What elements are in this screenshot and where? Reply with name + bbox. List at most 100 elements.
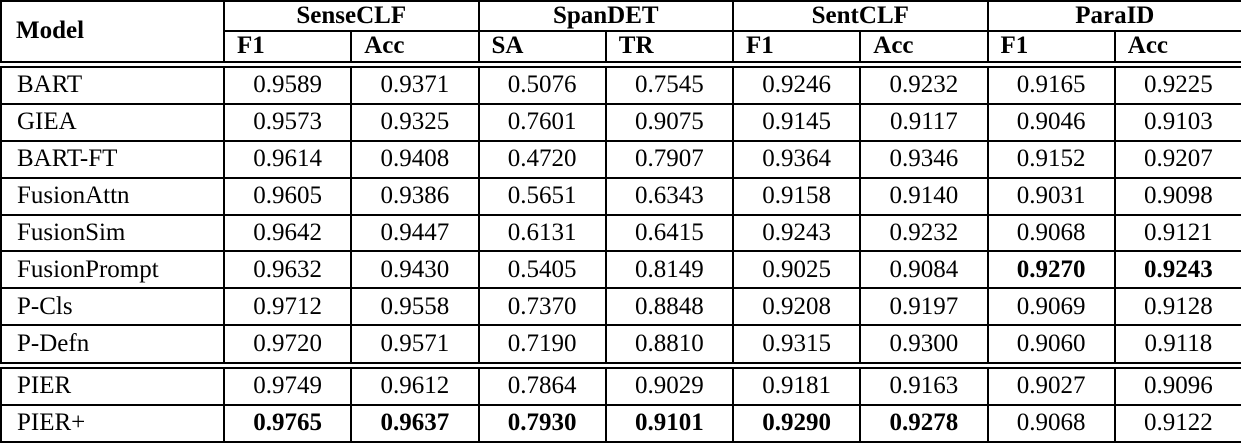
- col-group-senseclf: SenseCLF: [223, 0, 480, 33]
- metric-value: 0.9084: [859, 250, 989, 290]
- model-name: BART-FT: [0, 139, 225, 179]
- metric-value: 0.6343: [604, 176, 735, 216]
- metric-value: 0.9232: [859, 213, 989, 253]
- metric-value: 0.9075: [604, 102, 735, 142]
- table-row: FusionPrompt 0.9632 0.9430 0.5405 0.8149 0.90…: [0, 250, 1241, 290]
- col-header-paraid-acc: Acc: [1113, 30, 1241, 68]
- metric-value: 0.7864: [477, 364, 607, 407]
- metric-value: 0.7190: [477, 324, 607, 369]
- metric-value: 0.9103: [1113, 102, 1241, 142]
- metric-value: 0.7601: [477, 102, 607, 142]
- metric-value: 0.5651: [477, 176, 607, 216]
- metric-value: 0.9632: [222, 250, 353, 290]
- metric-value: 0.5405: [477, 250, 607, 290]
- table-header: Model SenseCLF SpanDET SentCLF ParaID F1…: [0, 0, 1241, 68]
- metric-value: 0.6415: [604, 213, 735, 253]
- table-row: BART 0.9589 0.9371 0.5076 0.7545 0.9246 0.9232…: [0, 63, 1241, 105]
- metric-value: 0.7545: [604, 63, 735, 105]
- col-header-senseclf-acc: Acc: [350, 30, 480, 68]
- metric-value: 0.9573: [222, 102, 353, 142]
- model-name: FusionSim: [0, 213, 225, 253]
- metric-value: 0.9122: [1113, 404, 1241, 443]
- metric-value: 0.9181: [732, 364, 862, 407]
- metric-value: 0.9765: [222, 404, 353, 443]
- col-header-model: Model: [0, 0, 225, 68]
- metric-value: 0.9364: [732, 139, 862, 179]
- metric-value: 0.9031: [986, 176, 1116, 216]
- model-name: PIER+: [0, 404, 225, 443]
- metric-value: 0.9208: [732, 287, 862, 327]
- metric-value: 0.9197: [859, 287, 989, 327]
- header-group-row: Model SenseCLF SpanDET SentCLF ParaID: [0, 0, 1241, 68]
- metric-value: 0.9029: [604, 364, 735, 407]
- metric-value: 0.9447: [350, 213, 480, 253]
- metric-value: 0.9605: [222, 176, 353, 216]
- col-header-sentclf-acc: Acc: [859, 30, 989, 68]
- metric-value: 0.9158: [732, 176, 862, 216]
- model-name: BART: [0, 63, 225, 105]
- metric-value: 0.8149: [604, 250, 735, 290]
- metric-value: 0.7370: [477, 287, 607, 327]
- metric-value: 0.7907: [604, 139, 735, 179]
- metric-value: 0.9069: [986, 287, 1116, 327]
- metric-value: 0.9315: [732, 324, 862, 369]
- metric-value: 0.9612: [350, 364, 480, 407]
- metric-value: 0.9025: [732, 250, 862, 290]
- col-header-sentclf-f1: F1: [732, 30, 862, 68]
- metric-value: 0.9571: [350, 324, 480, 369]
- metric-value: 0.4720: [477, 139, 607, 179]
- metric-value: 0.9243: [732, 213, 862, 253]
- metric-value: 0.9098: [1113, 176, 1241, 216]
- metric-value: 0.9290: [732, 404, 862, 443]
- metric-value: 0.9386: [350, 176, 480, 216]
- metric-value: 0.9068: [986, 404, 1116, 443]
- metric-value: 0.9060: [986, 324, 1116, 369]
- metric-value: 0.9346: [859, 139, 989, 179]
- metric-value: 0.9614: [222, 139, 353, 179]
- metric-value: 0.9558: [350, 287, 480, 327]
- metric-value: 0.9225: [1113, 63, 1241, 105]
- col-header-senseclf-f1: F1: [222, 30, 353, 68]
- table-body: BART 0.9589 0.9371 0.5076 0.7545 0.9246 0.9232…: [0, 63, 1241, 443]
- metric-value: 0.9243: [1113, 250, 1241, 290]
- metric-value: 0.8848: [604, 287, 735, 327]
- metric-value: 0.9165: [986, 63, 1116, 105]
- col-header-spandet-sa: SA: [477, 30, 607, 68]
- table-row: P-Cls 0.9712 0.9558 0.7370 0.8848 0.9208 0.919…: [0, 287, 1241, 327]
- model-name: P-Defn: [0, 324, 225, 369]
- col-group-paraid: ParaID: [986, 0, 1241, 33]
- metric-value: 0.9270: [986, 250, 1116, 290]
- table-row: BART-FT 0.9614 0.9408 0.4720 0.7907 0.9364 0.9…: [0, 139, 1241, 179]
- metric-value: 0.9145: [732, 102, 862, 142]
- metric-value: 0.9712: [222, 287, 353, 327]
- metric-value: 0.7930: [477, 404, 607, 443]
- metric-value: 0.9152: [986, 139, 1116, 179]
- table-row: FusionSim 0.9642 0.9447 0.6131 0.6415 0.9243 0…: [0, 213, 1241, 253]
- metric-value: 0.9278: [859, 404, 989, 443]
- table-row: P-Defn 0.9720 0.9571 0.7190 0.8810 0.9315 0.93…: [0, 324, 1241, 369]
- metric-value: 0.9246: [732, 63, 862, 105]
- model-name: PIER: [0, 364, 225, 407]
- metric-value: 0.9325: [350, 102, 480, 142]
- metric-value: 0.9642: [222, 213, 353, 253]
- table-row: GIEA 0.9573 0.9325 0.7601 0.9075 0.9145 0.9117…: [0, 102, 1241, 142]
- metric-value: 0.9232: [859, 63, 989, 105]
- col-group-spandet: SpanDET: [477, 0, 735, 33]
- model-name: FusionPrompt: [0, 250, 225, 290]
- metric-value: 0.9163: [859, 364, 989, 407]
- metric-value: 0.9207: [1113, 139, 1241, 179]
- metric-value: 0.9637: [350, 404, 480, 443]
- metric-value: 0.9430: [350, 250, 480, 290]
- table-row: FusionAttn 0.9605 0.9386 0.5651 0.6343 0.9158…: [0, 176, 1241, 216]
- metric-value: 0.9117: [859, 102, 989, 142]
- metric-value: 0.9046: [986, 102, 1116, 142]
- metric-value: 0.9371: [350, 63, 480, 105]
- table-row: PIER 0.9749 0.9612 0.7864 0.9029 0.9181 0.9163…: [0, 364, 1241, 407]
- col-header-spandet-tr: TR: [604, 30, 735, 68]
- header-sub-row: F1 Acc SA TR F1 Acc F1 Acc: [1, 30, 1241, 68]
- metric-value: 0.9589: [222, 63, 353, 105]
- metric-value: 0.9096: [1113, 364, 1241, 407]
- metric-value: 0.9720: [222, 324, 353, 369]
